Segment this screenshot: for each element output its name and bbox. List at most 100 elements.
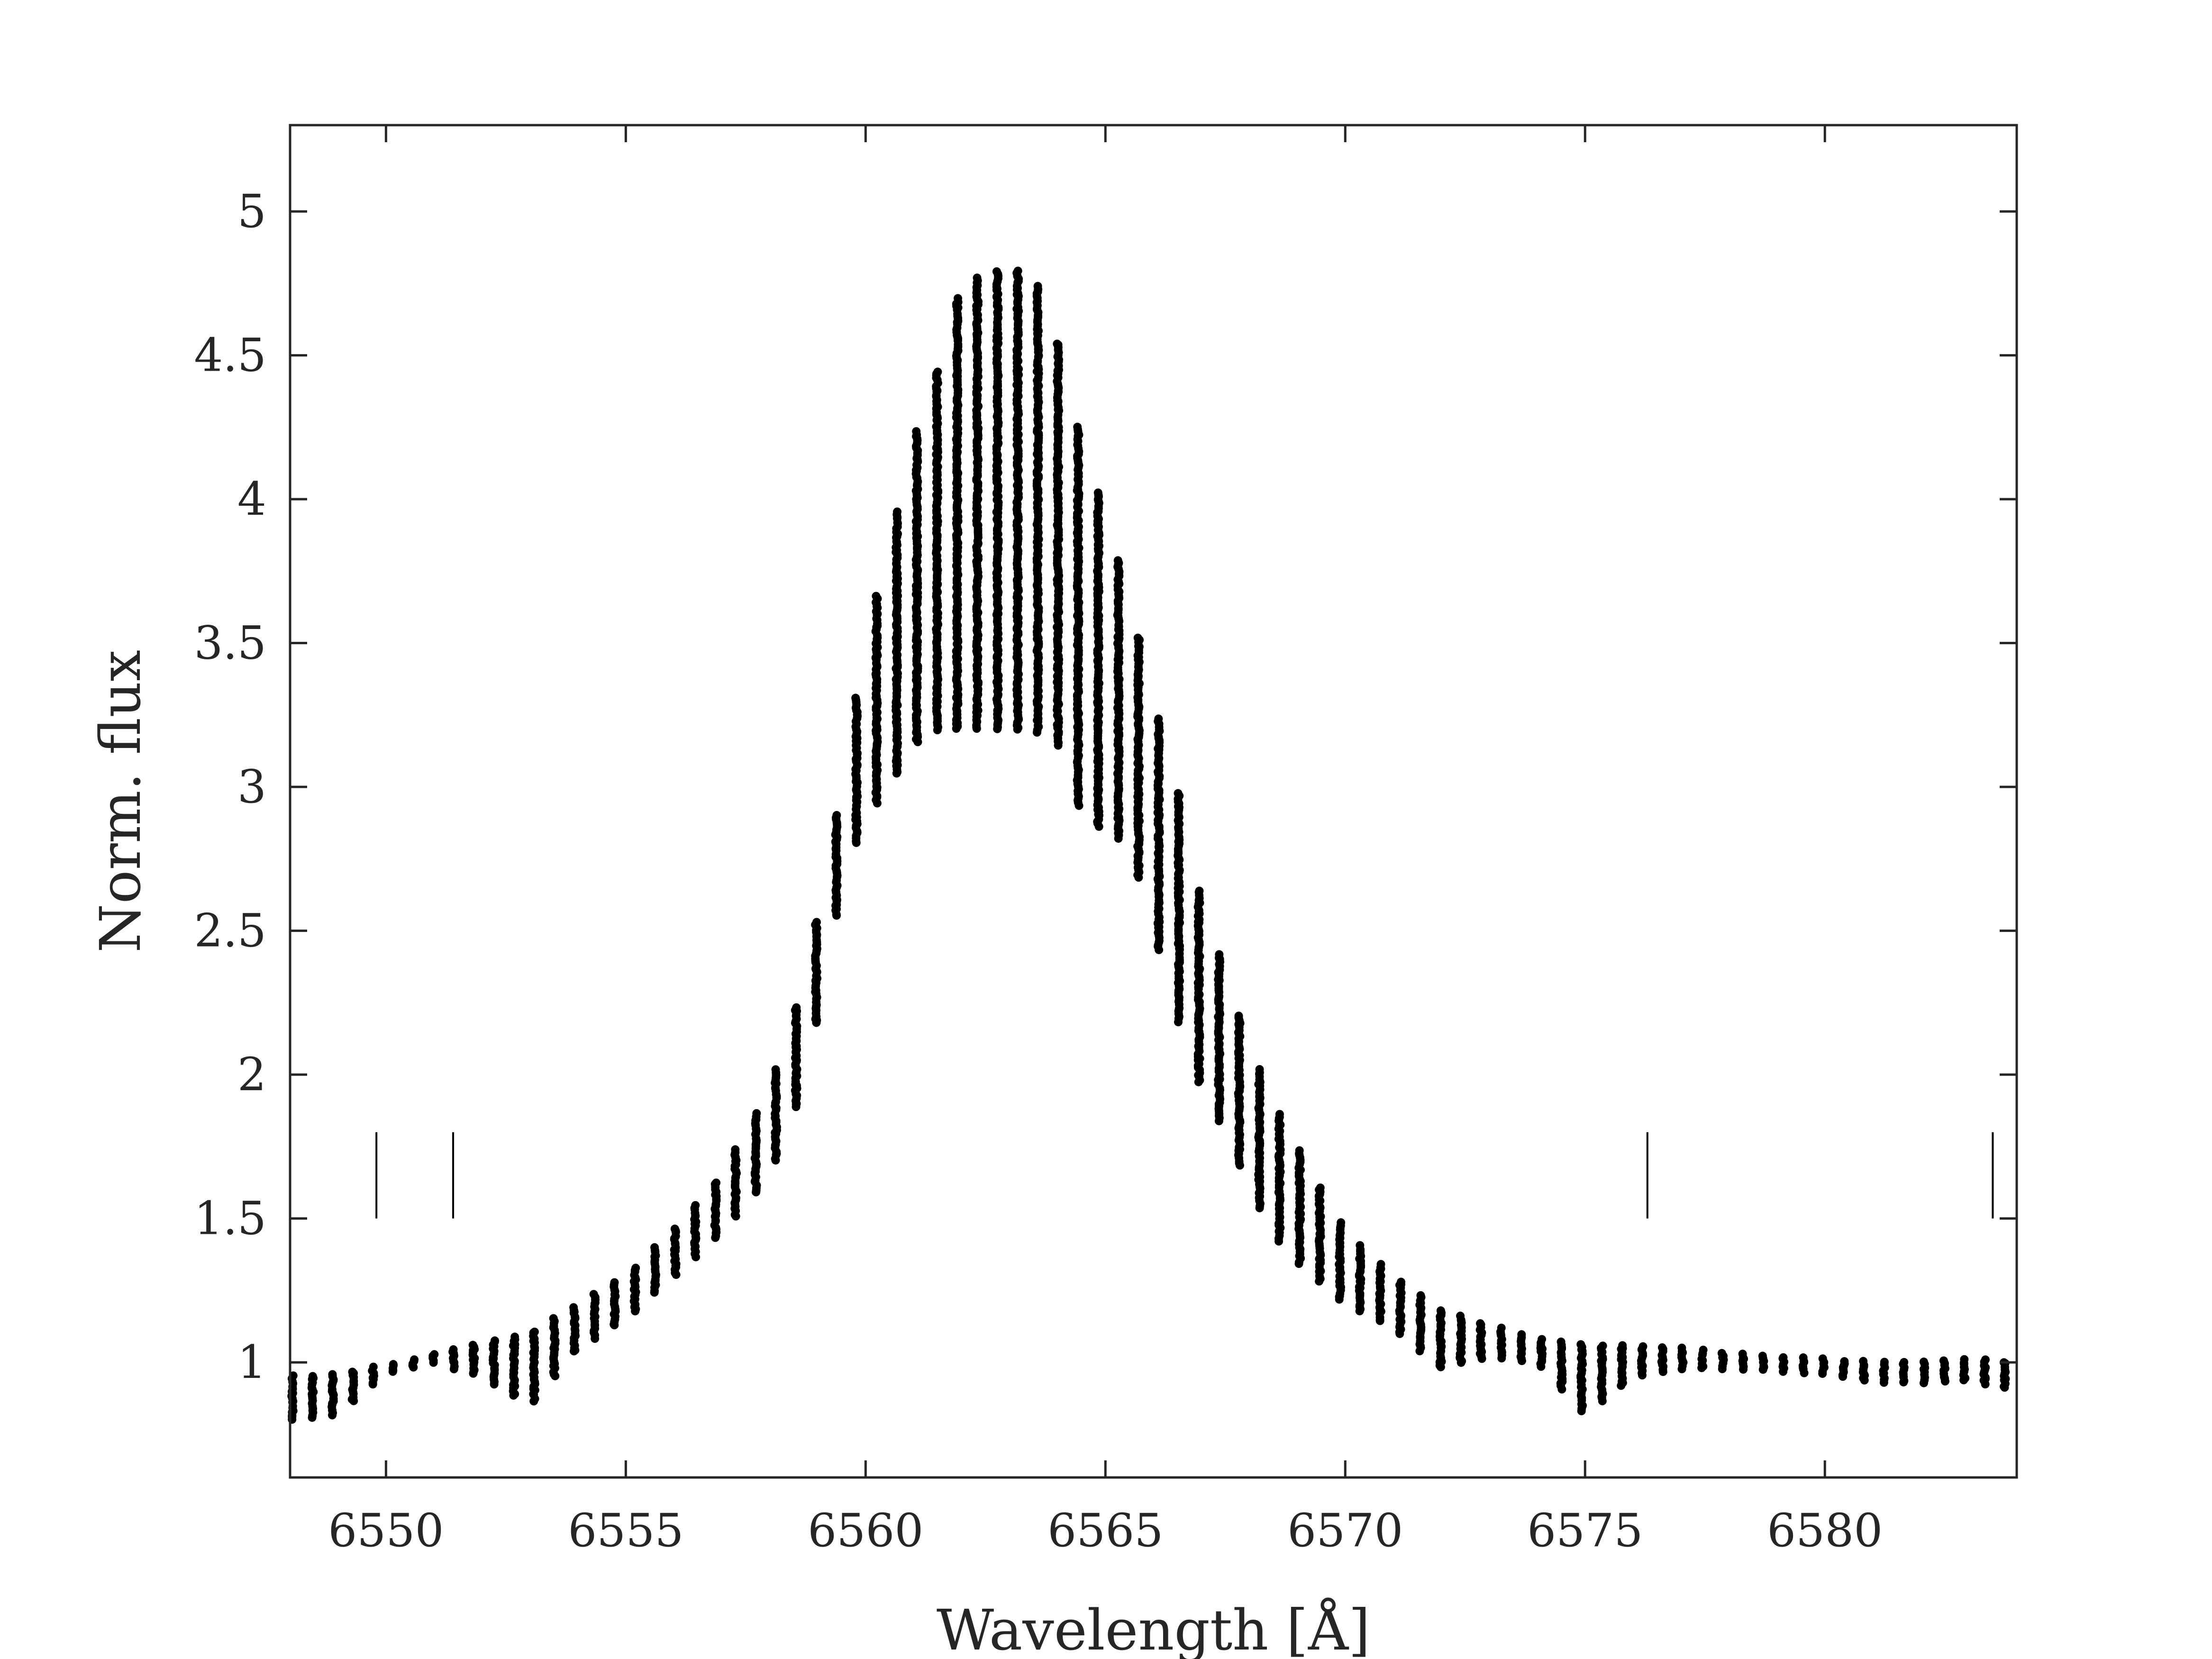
- data-point: [1800, 1368, 1809, 1377]
- data-point: [892, 769, 901, 778]
- data-point: [832, 911, 841, 920]
- data-point: [1235, 1161, 1244, 1170]
- data-point: [1779, 1367, 1788, 1376]
- x-tick-label: 6570: [1287, 1504, 1403, 1557]
- data-point: [1274, 1237, 1284, 1246]
- data-point: [1557, 1385, 1566, 1394]
- y-tick-label: 4: [237, 473, 266, 526]
- data-point: [1355, 1306, 1364, 1315]
- data-point: [1134, 873, 1143, 882]
- data-point: [610, 1321, 619, 1330]
- data-point: [469, 1369, 478, 1378]
- data-point: [1959, 1376, 1968, 1385]
- data-point: [1940, 1377, 1949, 1386]
- data-point: [933, 726, 942, 735]
- data-point: [368, 1380, 377, 1389]
- data-point: [409, 1363, 418, 1372]
- data-point: [1315, 1277, 1324, 1286]
- data-point: [509, 1391, 518, 1400]
- data-point: [1598, 1396, 1607, 1405]
- axes-frame: [289, 124, 2018, 1479]
- data-point: [650, 1288, 659, 1297]
- data-point: [731, 1212, 740, 1221]
- y-tick-label: 5: [237, 185, 266, 238]
- data-point: [972, 724, 981, 733]
- data-point: [913, 738, 922, 747]
- data-point: [1658, 1367, 1667, 1376]
- data-point: [1335, 1295, 1344, 1304]
- data-point: [792, 1103, 801, 1112]
- x-axis-ticks: 6550 6555 6560 6565 6570 6575 6580: [328, 125, 1883, 1557]
- data-point: [852, 838, 861, 847]
- data-point: [993, 724, 1002, 733]
- data-point: [591, 1334, 600, 1343]
- data-point: [1537, 1362, 1546, 1371]
- data-point: [1456, 1358, 1466, 1367]
- data-point: [812, 1018, 821, 1027]
- data-point: [1617, 1381, 1626, 1390]
- data-point: [752, 1188, 761, 1197]
- data-point: [449, 1365, 458, 1374]
- data-point: [349, 1396, 358, 1405]
- data-point: [1697, 1363, 1706, 1372]
- x-tick-label: 6580: [1767, 1504, 1883, 1557]
- data-point: [1517, 1356, 1526, 1365]
- data-point: [672, 1270, 681, 1279]
- y-tick-label: 3.5: [194, 617, 266, 670]
- data-point: [490, 1380, 499, 1389]
- data-point: [1194, 1077, 1203, 1086]
- x-tick-label: 6550: [328, 1504, 444, 1557]
- data-point: [1497, 1354, 1506, 1363]
- data-point: [1981, 1380, 1990, 1389]
- data-point: [551, 1371, 560, 1380]
- data-point: [1174, 1018, 1183, 1027]
- y-tick-label: 3: [237, 760, 266, 813]
- data-point: [1677, 1365, 1686, 1374]
- data-point: [1255, 1203, 1264, 1212]
- data-point: [1415, 1347, 1424, 1356]
- data-point: [570, 1347, 579, 1356]
- data-point: [1094, 822, 1103, 831]
- data-point: [952, 724, 961, 733]
- data-point: [429, 1358, 438, 1367]
- data-point: [388, 1367, 397, 1376]
- y-axis-ticks: 1 1.5 2 2.5 3 3.5 4 4.5 5: [194, 185, 2017, 1389]
- data-point: [1839, 1372, 1848, 1381]
- y-tick-label: 1.5: [194, 1192, 266, 1245]
- x-tick-label: 6565: [1047, 1504, 1163, 1557]
- data-point: [1739, 1365, 1748, 1374]
- data-point: [771, 1156, 780, 1165]
- data-point: [1899, 1377, 1908, 1386]
- y-tick-label: 4.5: [194, 329, 266, 382]
- data-point: [1294, 1259, 1303, 1268]
- x-tick-label: 6560: [808, 1504, 923, 1557]
- data-point: [1032, 728, 1041, 737]
- data-point: [1375, 1316, 1384, 1325]
- data-point: [1395, 1329, 1404, 1338]
- data-points: [287, 266, 2010, 1424]
- data-point: [1818, 1369, 1827, 1378]
- data-point: [1718, 1365, 1727, 1374]
- data-point: [1879, 1378, 1888, 1387]
- data-point: [1214, 1116, 1223, 1125]
- data-point: [2000, 1383, 2009, 1392]
- data-point: [308, 1413, 317, 1422]
- data-point: [1436, 1362, 1445, 1371]
- x-axis-label: Wavelength [Å]: [937, 1597, 1370, 1659]
- data-point: [529, 1397, 538, 1406]
- data-point: [1054, 741, 1063, 750]
- y-tick-label: 2.5: [194, 904, 266, 957]
- vertical-markers: [375, 1132, 1994, 1219]
- x-tick-label: 6555: [568, 1504, 683, 1557]
- y-tick-label: 1: [237, 1336, 266, 1389]
- data-point: [1477, 1354, 1486, 1363]
- data-point: [1577, 1406, 1586, 1415]
- data-point: [328, 1411, 337, 1420]
- y-axis-label: Norm. flux: [88, 650, 153, 953]
- data-point: [1155, 945, 1164, 954]
- data-point: [711, 1233, 720, 1242]
- data-point: [1638, 1371, 1647, 1380]
- data-point: [1919, 1378, 1928, 1387]
- data-point: [631, 1307, 640, 1316]
